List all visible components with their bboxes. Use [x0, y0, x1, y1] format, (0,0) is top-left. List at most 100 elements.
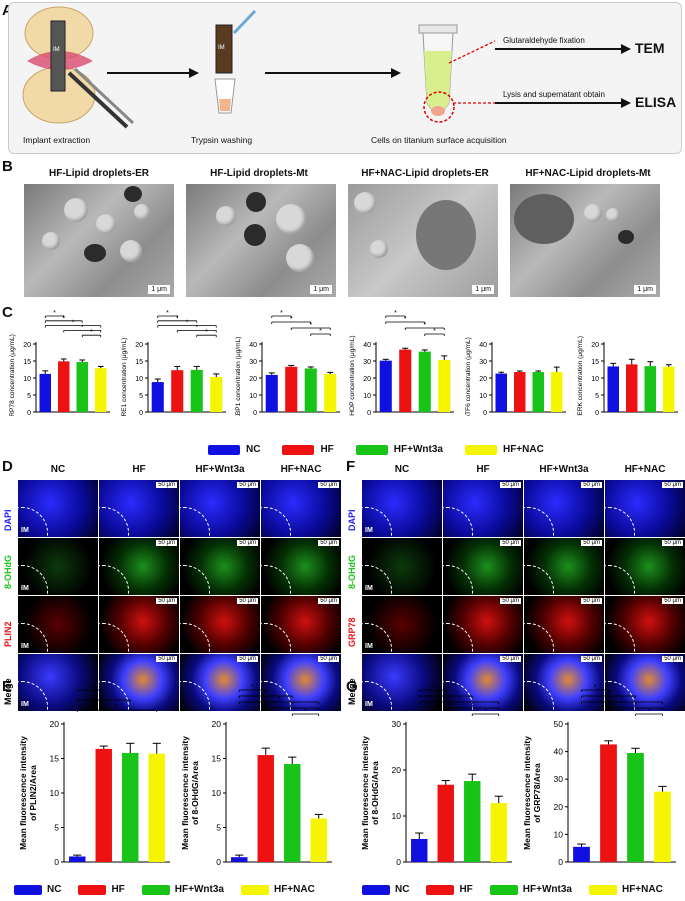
y-tick-label: 5	[139, 393, 143, 400]
em-scalebar-3: 1 μm	[472, 285, 494, 294]
fluor-f-image-r2-c0: IM	[362, 596, 442, 653]
implant-boundary	[99, 507, 129, 537]
fluor-f-image-r3-c3: 50 μm	[605, 654, 685, 711]
fluor-f-image-r0-c3: 50 μm	[605, 480, 685, 537]
sig-star: *	[186, 320, 189, 327]
bar-nc	[573, 846, 590, 862]
scale-bar: 50 μm	[237, 598, 258, 604]
panel-label-b: B	[2, 158, 13, 175]
sig-star: *	[484, 708, 487, 715]
scale-bar: 50 μm	[318, 598, 339, 604]
y-tick-label: 20	[135, 342, 143, 349]
panel-label-a: A	[2, 2, 13, 19]
sig-star: *	[607, 690, 610, 697]
em-scalebar-4: 1 μm	[634, 285, 656, 294]
implant-boundary	[524, 565, 554, 595]
implant-boundary	[605, 565, 635, 595]
fluor-d-image-r1-c1: 50 μm	[99, 538, 179, 595]
scale-bar: 50 μm	[318, 656, 339, 662]
fluor-d-image-r2-c1: 50 μm	[99, 596, 179, 653]
sig-star: *	[291, 702, 294, 709]
fluor-d-image-r2-c3: 50 μm	[261, 596, 341, 653]
fluor-f-image-r2-c1: 50 μm	[443, 596, 523, 653]
y-axis-label-line1: Mean fluorescence intensity	[522, 736, 532, 850]
sig-star: *	[72, 320, 75, 327]
output-elisa: ELISA	[635, 94, 677, 110]
implant-boundary	[443, 623, 473, 653]
bar-hf	[437, 784, 454, 862]
y-tick-label: 10	[591, 376, 599, 383]
sig-star: *	[264, 690, 267, 697]
bar-hf-wnt3a	[76, 362, 88, 412]
bar-hf-wnt3a	[190, 369, 203, 412]
y-axis-label: XBP1 concentration (μg/mL)	[235, 337, 242, 416]
sig-star: *	[404, 316, 407, 323]
y-tick-label: 20	[212, 719, 222, 729]
legend-g: NC HF HF+Wnt3a HF+NAC	[362, 884, 663, 895]
y-tick-label: 40	[554, 747, 564, 757]
y-tick-label: 30	[554, 774, 564, 784]
y-tick-label: 20	[479, 376, 487, 383]
sig-star: *	[621, 696, 624, 703]
y-tick-label: 5	[216, 823, 221, 833]
legend-e-swatch-wnt3a	[141, 884, 170, 895]
em-image-3: 1 μm	[348, 184, 498, 297]
sig-star: *	[634, 702, 637, 709]
scale-bar: 50 μm	[500, 540, 521, 546]
trypsin-illustration: IM	[214, 9, 257, 114]
fluor-f-image-r2-c2: 50 μm	[524, 596, 604, 653]
legend-g-label-nac: HF+NAC	[621, 884, 663, 895]
implant-boundary	[524, 507, 554, 537]
y-tick-label: 15	[212, 754, 222, 764]
fluor-f-image-r0-c0: IM	[362, 480, 442, 537]
y-tick-label: 20	[249, 376, 257, 383]
implant-boundary	[261, 507, 291, 537]
chart-xbp1: 0 10 20 30 40 XBP1 concentration (μg/mL) * * * *	[235, 310, 340, 416]
y-axis-label: Mean fluorescence intensityof GRP78/Area	[522, 736, 542, 850]
scale-bar: 50 μm	[662, 598, 683, 604]
y-tick-label: 30	[479, 359, 487, 366]
chart-e-plin2: 0 5 10 15 20 Mean fluorescence intensityof PL…	[18, 684, 170, 866]
legend-g-swatch-wnt3a	[489, 884, 518, 895]
chart-perk: 0 5 10 15 20 PERK concentration (μg/mL)	[577, 336, 678, 416]
y-tick-label: 0	[54, 857, 59, 866]
fluor-f-image-r2-c3: 50 μm	[605, 596, 685, 653]
bar-hf-nac	[490, 803, 507, 862]
y-tick-label: 10	[479, 393, 487, 400]
scale-bar: 50 μm	[156, 598, 177, 604]
legend-label-nac: HF+NAC	[502, 444, 544, 455]
chart-e-8ohdg: 0 5 10 15 20 Mean fluorescence intensityof 8-…	[180, 684, 332, 866]
y-axis-label: ATF6 concentration (μg/mL)	[465, 337, 472, 416]
chart-ire1: 0 5 10 15 20 IRE1 concentration (μg/mL) * * * * *	[121, 310, 226, 416]
sig-star: *	[423, 322, 426, 329]
y-tick-label: 40	[479, 342, 487, 349]
sig-star: *	[176, 315, 179, 322]
scale-bar: 50 μm	[500, 656, 521, 662]
y-tick-label: 10	[212, 788, 222, 798]
fluor-f-image-r1-c1: 50 μm	[443, 538, 523, 595]
sig-star: *	[81, 324, 84, 331]
y-tick-label: 0	[216, 857, 221, 866]
bar-nc	[495, 373, 507, 412]
bar-hf	[399, 349, 412, 412]
sig-star: *	[394, 310, 397, 317]
joint-illustration: IM	[22, 6, 135, 129]
y-axis-label: Mean fluorescence intensityof 8-OHdG/Are…	[180, 736, 200, 850]
legend-swatch-hf	[282, 444, 315, 455]
y-axis-label: Mean fluorescence intensityof 8-OHdG/Are…	[360, 736, 380, 850]
sig-star: *	[53, 310, 56, 317]
legend-e-swatch-nc	[14, 884, 42, 895]
sig-star: *	[290, 316, 293, 323]
chart-chop: 0 10 20 30 40 CHOP concentration (μg/mL) * * * *	[349, 310, 454, 416]
implant-boundary	[180, 623, 210, 653]
y-tick-label: 15	[135, 359, 143, 366]
implant-label: IM	[21, 643, 29, 650]
sig-star: *	[304, 708, 307, 715]
y-axis-label: GRP78 concentration (μg/mL)	[9, 334, 16, 416]
y-axis-label: Mean fluorescence intensityof PLIN2/Area	[18, 736, 38, 850]
em-image-2: 1 μm	[186, 184, 336, 297]
implant-label: IM	[365, 643, 373, 650]
fluor-d-image-r3-c2: 50 μm	[180, 654, 260, 711]
legend-swatch-nac	[464, 444, 497, 455]
fluor-d-image-r1-c2: 50 μm	[180, 538, 260, 595]
